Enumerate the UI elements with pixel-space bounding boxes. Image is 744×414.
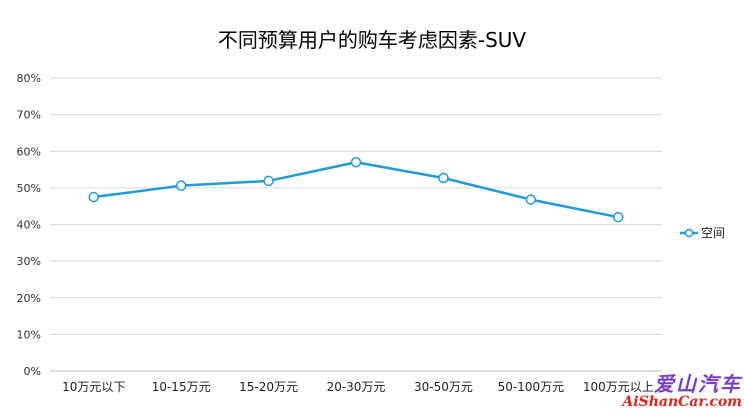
watermark-logo: 爱山汽车 AiShanCar.com: [622, 374, 742, 410]
x-tick-label: 20-30万元: [327, 380, 386, 394]
y-tick-label: 20%: [17, 292, 41, 305]
series-space: [88, 156, 624, 223]
data-point: [263, 175, 274, 187]
data-point: [350, 156, 362, 168]
series-line: [93, 160, 619, 219]
legend-label: 空间: [701, 226, 725, 240]
y-tick-label: 70%: [17, 109, 41, 122]
x-tick-label: 15-20万元: [239, 380, 298, 394]
watermark-cn: 爱山汽车: [654, 372, 742, 397]
y-tick-label: 40%: [17, 219, 41, 232]
y-tick-label: 0%: [24, 365, 41, 378]
chart-title: 不同预算用户的购车考虑因素-SUV: [218, 28, 527, 52]
data-point: [438, 172, 449, 184]
watermark-en: AiShanCar.com: [622, 394, 742, 411]
legend: 空间: [680, 226, 725, 240]
y-tick-label: 10%: [17, 328, 41, 341]
x-tick-label: 50-100万元: [498, 380, 565, 394]
x-tick-label: 10-15万元: [152, 380, 211, 394]
y-tick-label: 80%: [17, 72, 41, 85]
data-point: [525, 194, 537, 205]
y-axis-ticks: 0% 10% 20% 30% 40% 50% 60% 70% 80%: [17, 72, 41, 378]
y-tick-label: 50%: [17, 182, 41, 195]
y-tick-label: 60%: [17, 145, 41, 158]
gridlines: [50, 77, 662, 372]
legend-marker: [684, 228, 694, 238]
y-tick-label: 30%: [17, 255, 41, 268]
x-axis-ticks: 10万元以下 10-15万元 15-20万元 20-30万元 30-50万元 50-100…: [62, 380, 654, 394]
data-point: [175, 180, 187, 191]
data-point: [613, 211, 624, 223]
x-tick-label: 100万元以上: [583, 380, 654, 394]
x-tick-label: 30-50万元: [414, 380, 473, 394]
data-point: [88, 191, 99, 203]
x-tick-label: 10万元以下: [62, 380, 125, 394]
